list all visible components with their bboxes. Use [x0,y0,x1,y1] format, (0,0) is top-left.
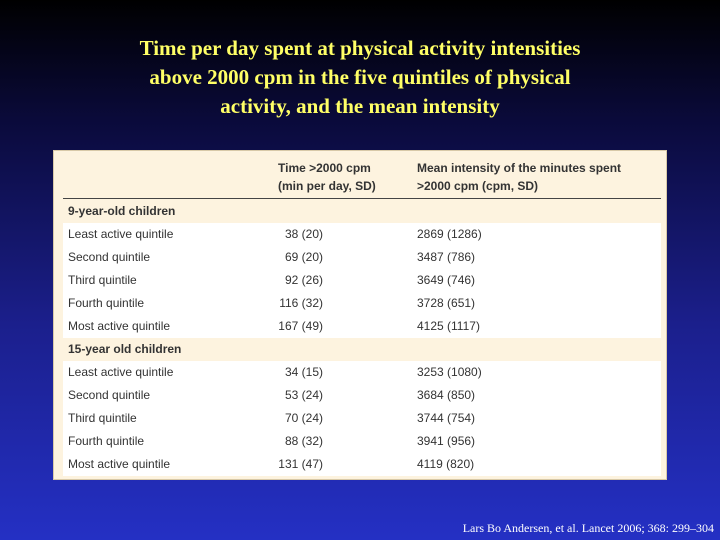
table-row: Fourth quintile 116 (32) 3728 (651) [63,292,661,315]
group-label: 15-year old children [68,342,182,356]
intensity-value: 3728 (651) [417,296,476,310]
row-label: Least active quintile [68,227,174,241]
time-value: 69 (20) [284,250,323,264]
group-label: 9-year-old children [68,204,176,218]
table-row: Third quintile 92 (26) 3649 (746) [63,269,661,292]
table-row: Most active quintile 131 (47) 4119 (820) [63,453,661,476]
header-intensity: Mean intensity of the minutes spent >200… [417,161,622,193]
intensity-value: 3253 (1080) [417,365,482,379]
intensity-value: 4119 (820) [417,457,475,471]
intensity-value: 3487 (786) [417,250,476,264]
intensity-value: 3744 (754) [417,411,476,425]
table-row: Second quintile 69 (20) 3487 (786) [63,246,661,269]
data-table: Time >2000 cpm (min per day, SD) Mean in… [53,150,667,480]
group-row: 9-year-old children [63,200,661,223]
time-value: 38 (20) [284,227,323,241]
time-value: 131 (47) [278,457,323,471]
intensity-value: 3941 (956) [417,434,476,448]
citation: Lars Bo Andersen, et al. Lancet 2006; 36… [462,521,714,535]
header-time: Time >2000 cpm (min per day, SD) [278,161,376,193]
time-value: 70 (24) [284,411,323,425]
row-label: Second quintile [68,388,151,402]
table-row: Second quintile 53 (24) 3684 (850) [63,384,661,407]
time-value: 34 (15) [284,365,323,379]
slide-title: Time per day spent at physical activity … [60,34,660,121]
table-row: Fourth quintile 88 (32) 3941 (956) [63,430,661,453]
group-row: 15-year old children [63,338,661,361]
title-line-1: Time per day spent at physical activity … [139,36,581,60]
table-header: Time >2000 cpm (min per day, SD) Mean in… [63,151,661,199]
row-label: Third quintile [68,411,137,425]
table-row: Third quintile 70 (24) 3744 (754) [63,407,661,430]
title-line-3: activity, and the mean intensity [220,94,500,118]
row-label: Second quintile [68,250,151,264]
time-value: 116 (32) [279,296,323,310]
intensity-value: 3649 (746) [417,273,476,287]
row-label: Third quintile [68,273,137,287]
table-row: Least active quintile 38 (20) 2869 (1286… [63,223,661,246]
row-label: Least active quintile [68,365,174,379]
intensity-value: 4125 (1117) [417,319,480,333]
table-row: Least active quintile 34 (15) 3253 (1080… [63,361,661,384]
intensity-value: 2869 (1286) [417,227,482,241]
time-value: 92 (26) [284,273,323,287]
time-value: 167 (49) [278,319,323,333]
row-label: Most active quintile [68,319,171,333]
time-value: 53 (24) [284,388,323,402]
title-line-2: above 2000 cpm in the five quintiles of … [149,65,571,89]
intensity-value: 3684 (850) [417,388,476,402]
table-row: Most active quintile 167 (49) 4125 (1117… [63,315,661,338]
row-label: Fourth quintile [68,296,145,310]
time-value: 88 (32) [284,434,323,448]
row-label: Fourth quintile [68,434,145,448]
row-label: Most active quintile [68,457,171,471]
